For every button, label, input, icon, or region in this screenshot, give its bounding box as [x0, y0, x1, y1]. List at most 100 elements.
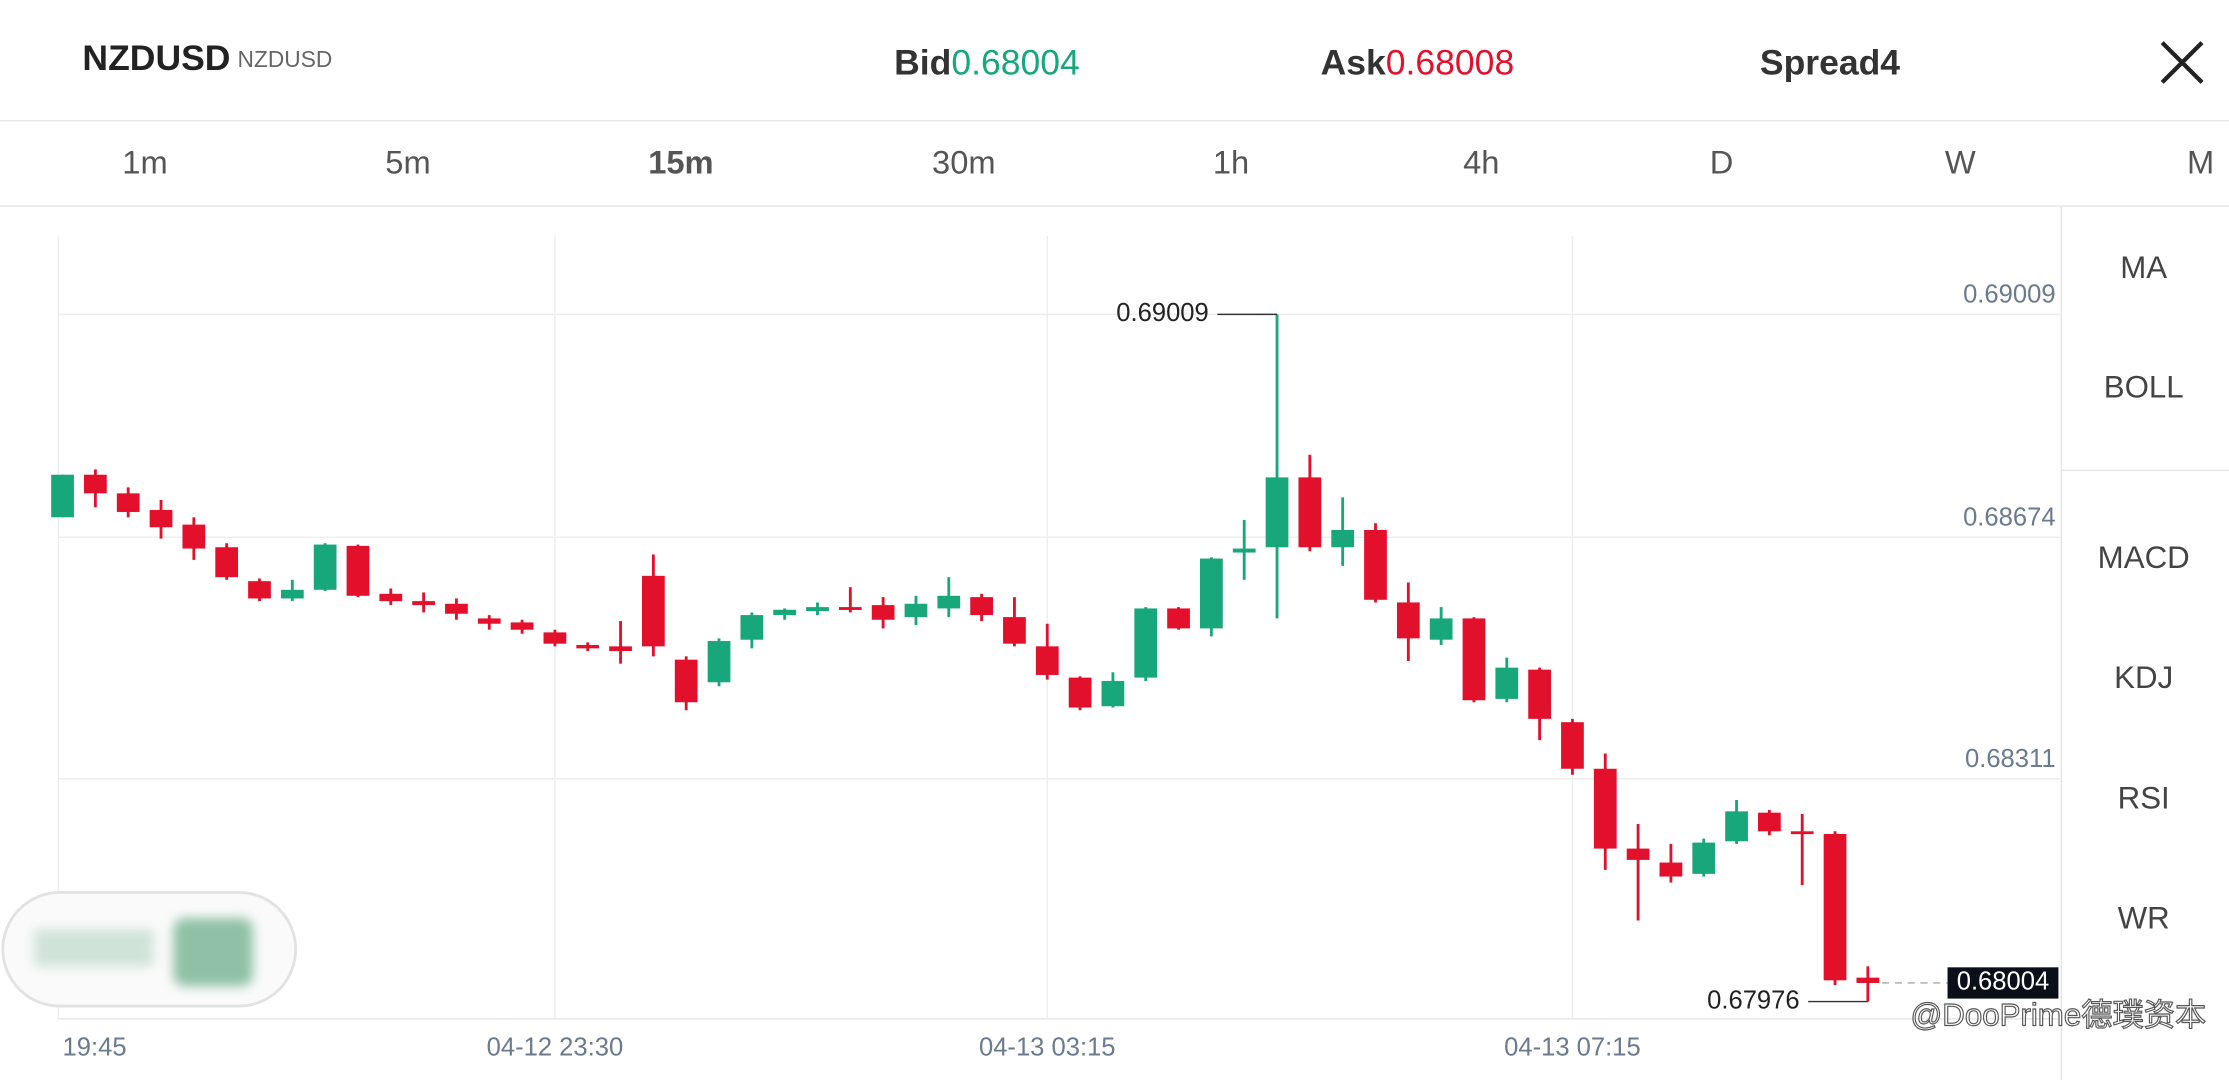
- candle-body: [1758, 812, 1781, 832]
- candle-body: [1725, 811, 1748, 842]
- low-marker-label: 0.67976: [1707, 986, 1799, 1014]
- candle-body: [1396, 602, 1420, 639]
- timeframe-tab[interactable]: 4h: [1463, 143, 1499, 180]
- timeframe-tab[interactable]: 1h: [1213, 143, 1249, 180]
- ask-label: Ask: [1321, 43, 1386, 83]
- y-tick-label: 0.68311: [1965, 745, 2056, 773]
- candle-body: [609, 646, 632, 652]
- indicator-button[interactable]: RSI: [2118, 780, 2170, 815]
- candle-body: [1298, 477, 1322, 548]
- candle-body: [642, 575, 665, 647]
- x-tick-label: 04-13 03:15: [979, 1033, 1116, 1061]
- candle-body: [1626, 848, 1650, 860]
- candle-body: [1692, 842, 1716, 874]
- candle-body: [1003, 617, 1026, 644]
- close-button[interactable]: [2160, 41, 2204, 84]
- candle-body: [1364, 529, 1387, 600]
- last-price-box: [1947, 967, 2059, 999]
- candle-body: [1200, 558, 1223, 629]
- candle-body: [1659, 862, 1683, 877]
- candle-body: [740, 615, 764, 640]
- symbol-sub: NZDUSD: [238, 46, 333, 72]
- candle-body: [1823, 833, 1847, 981]
- candle-body: [838, 607, 862, 610]
- timeframe-tab[interactable]: 1m: [122, 143, 167, 180]
- candle-body: [1134, 608, 1158, 678]
- candle-body: [1167, 608, 1190, 629]
- candle-body: [1035, 646, 1059, 675]
- candle-body: [543, 632, 567, 644]
- candle-body: [1101, 680, 1125, 707]
- high-marker-label: 0.69009: [1116, 299, 1208, 327]
- candle-body: [576, 645, 600, 649]
- candle-body: [1495, 667, 1519, 699]
- ask-value: 0.68008: [1386, 43, 1514, 83]
- candle-body: [970, 597, 993, 616]
- candle-body: [1429, 618, 1453, 640]
- candle-body: [806, 607, 829, 612]
- candle-body: [904, 603, 928, 618]
- indicator-button[interactable]: MA: [2120, 250, 2167, 285]
- candle-body: [477, 618, 501, 624]
- candle-body: [83, 474, 107, 494]
- candle-body: [346, 545, 370, 596]
- blur-block: [34, 929, 154, 967]
- candle-body: [412, 601, 435, 606]
- candle-body: [1561, 722, 1584, 769]
- spread-value: 4: [1880, 43, 1900, 83]
- x-tick-label: 19:45: [63, 1033, 127, 1061]
- y-tick-label: 0.68674: [1963, 504, 2055, 532]
- symbol: NZDUSD NZDUSD: [82, 38, 332, 78]
- watermark: @DooPrime德璞资本: [1911, 998, 2207, 1033]
- indicator-button[interactable]: BOLL: [2104, 370, 2184, 405]
- candle-body: [510, 622, 534, 630]
- candle-body: [379, 593, 403, 602]
- x-tick-label: 04-12 23:30: [487, 1033, 624, 1061]
- candle-body: [674, 659, 698, 703]
- blur-block: [173, 918, 254, 987]
- indicator-panel: MA BOLL MACD KDJ RSI WR: [2098, 250, 2190, 935]
- candle-body: [280, 589, 304, 599]
- indicator-button[interactable]: KDJ: [2114, 660, 2173, 695]
- candle-body: [1528, 669, 1551, 719]
- candle-body: [1068, 677, 1092, 708]
- ask: Ask0.68008: [1321, 43, 1515, 83]
- candle-body: [51, 474, 74, 518]
- indicator-button[interactable]: WR: [2118, 900, 2170, 935]
- timeframe-tab[interactable]: 15m: [648, 143, 713, 180]
- timeframe-tab[interactable]: W: [1945, 143, 1976, 180]
- candle-body: [707, 641, 731, 683]
- candle-body: [1790, 831, 1814, 835]
- timeframe-tab[interactable]: 30m: [932, 143, 996, 180]
- candle-body: [1232, 548, 1256, 553]
- timeframe-tab[interactable]: D: [1710, 143, 1734, 180]
- overlay-bubble: [1, 891, 298, 1008]
- x-tick-label: 04-13 07:15: [1504, 1033, 1641, 1061]
- candle-body: [1593, 768, 1617, 849]
- close-icon: [2160, 41, 2204, 84]
- bid-label: Bid: [894, 43, 951, 83]
- candle-body: [182, 524, 206, 549]
- plot: 0.69009 0.68674 0.68311 19:45 04-12 23:30 04-…: [51, 235, 2062, 1061]
- spread-label: Spread: [1760, 43, 1880, 83]
- indicator-button[interactable]: MACD: [2098, 540, 2190, 575]
- candle-body: [773, 609, 797, 616]
- timeframe-tab[interactable]: 5m: [385, 143, 430, 180]
- bid: Bid0.68004: [894, 43, 1080, 83]
- candle-body: [445, 603, 468, 614]
- candle-body: [937, 595, 961, 609]
- candle-body: [215, 547, 239, 578]
- candle-body: [1265, 477, 1289, 548]
- symbol-name: NZDUSD: [82, 38, 230, 78]
- timeframe-tab[interactable]: M: [2187, 143, 2214, 180]
- candle-body: [149, 509, 173, 528]
- bubble-blur: [34, 918, 254, 987]
- last-price-label: 0.68004: [1957, 968, 2049, 996]
- candle-body: [871, 605, 895, 620]
- candle-body: [1462, 618, 1486, 701]
- candle-body: [116, 493, 140, 512]
- y-tick-label: 0.69009: [1963, 281, 2055, 309]
